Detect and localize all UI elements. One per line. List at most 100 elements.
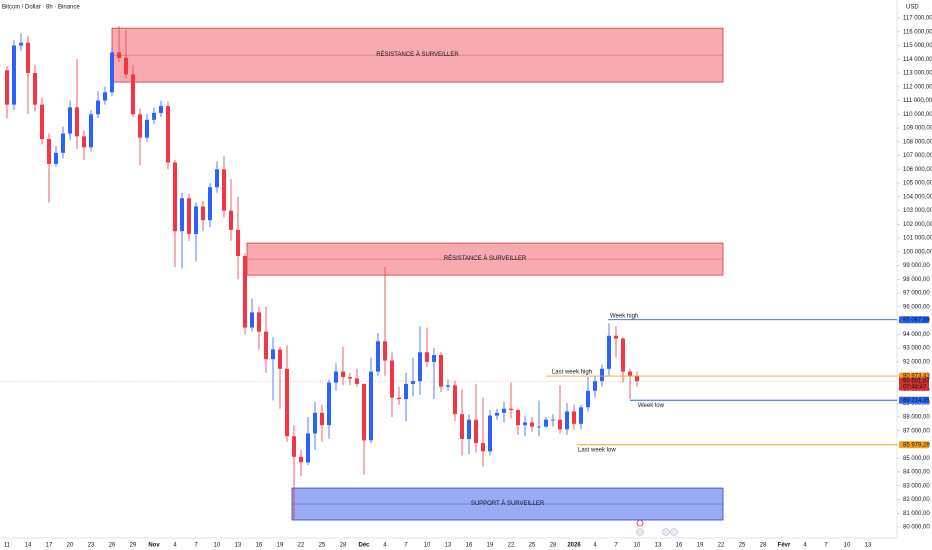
candle-body [467,419,471,439]
candle-body [215,169,219,188]
currency: USD [906,5,919,11]
event-icon [636,519,644,527]
level-label: Last week high [552,370,592,376]
x-tick-label: 4 [383,543,387,549]
y-tick-label: 93 000,00 [903,346,930,352]
candle-body [180,198,184,232]
candle-body [271,349,275,360]
y-tick-label: 98 000,00 [903,277,930,283]
x-tick-label: 7 [194,543,198,549]
chart-title: Bitcoin / Dollar · 8h · Binance [2,5,80,11]
y-tick-label: 81 000,00 [903,511,930,517]
y-tick-label: 107 000,00 [903,153,932,159]
candle-body [593,381,597,391]
y-tick-label: 94 000,00 [903,332,930,338]
y-tick-label: 85 000,00 [903,456,930,462]
zone-label: RÉSISTANCE À SURVEILLER [376,51,459,58]
y-tick-label: 89 000,00 [903,401,930,407]
y-tick-label: 117 000,00 [903,16,932,22]
candle-body [117,52,121,58]
candle-body [537,426,541,428]
x-tick-label: 25 [529,543,536,549]
y-tick-label: 102 000,00 [903,222,932,228]
candle-body [33,73,37,105]
candle-body [628,371,632,376]
y-tick-label: 111 000,00 [903,98,932,104]
y-tick-label: 88 000,00 [903,415,930,421]
candle-body [313,412,317,434]
candle-body [579,407,583,424]
candle-body [40,104,44,140]
candle-body [369,371,373,441]
y-tick-label: 101 000,00 [903,236,932,242]
x-tick-label: Févr [778,543,791,549]
zone-label: RÉSISTANCE À SURVEILLER [444,255,527,262]
x-tick-label: 19 [697,543,704,549]
x-tick-label: 20 [67,543,74,549]
price-tag-label: 95 067,88 [903,317,930,323]
x-tick-label: 26 [109,543,116,549]
zone-label: SUPPORT À SURVEILLER [471,500,545,507]
x-tick-label: 13 [235,543,242,549]
x-tick-label: 16 [676,543,683,549]
price-tag [899,377,929,391]
candle-body [243,255,247,328]
y-tick-label: 108 000,00 [903,139,932,145]
y-tick-label: 112 000,00 [903,84,932,90]
candle-body [103,92,107,101]
candle-body [355,378,359,384]
candle-body [376,341,380,372]
y-tick-label: 103 000,00 [903,208,932,214]
events [636,519,678,536]
candle-body [390,360,394,398]
candle-body [145,119,149,138]
y-tick-label: 100 000,00 [903,249,932,255]
x-tick-label: 14 [25,543,32,549]
x-tick-label: 13 [865,543,872,549]
x-tick-label: 16 [256,543,263,549]
candle-body [68,107,72,134]
x-tick-label: 10 [844,543,851,549]
candle-body [194,206,198,234]
candle-body [495,412,499,416]
y-tick-label: 80 000,00 [903,525,930,531]
x-tick-label: 7 [404,543,408,549]
candle-body [614,335,618,339]
price-tag [899,316,929,324]
event-icon [662,528,670,536]
x-tick-label: 7 [614,543,618,549]
candle-body [61,133,65,153]
candle-body [488,415,492,452]
y-tick-label: 115 000,00 [903,43,932,49]
y-tick-label: 84 000,00 [903,470,930,476]
y-tick-label: 114 000,00 [903,57,932,63]
candle-body [250,312,254,328]
candle-body [523,422,527,426]
candle-body [586,390,590,408]
candle-body [446,385,450,387]
candle-body [208,187,212,221]
candle-body [201,206,205,221]
y-tick-label: 116 000,00 [903,29,932,35]
x-tick-label: 10 [214,543,221,549]
candle-body [327,382,331,426]
price-tag-label: 90 973,41 [903,374,930,380]
candle-body [131,74,135,115]
x-tick-label: 22 [508,543,515,549]
candle-body [502,408,506,413]
candle-body [544,419,548,427]
candle-body [152,112,156,120]
x-tick-label: 22 [298,543,305,549]
candle-body [530,422,534,427]
candle-body [138,114,142,138]
candle-body [264,331,268,360]
candle-body [334,371,338,383]
candle-body [236,229,240,256]
candle-body [516,410,520,426]
level-label: Week low [638,403,665,409]
y-tick-label: 105 000,00 [903,181,932,187]
candle-body [299,456,303,463]
y-tick-label: 113 000,00 [903,71,932,77]
candle-body [19,42,23,46]
